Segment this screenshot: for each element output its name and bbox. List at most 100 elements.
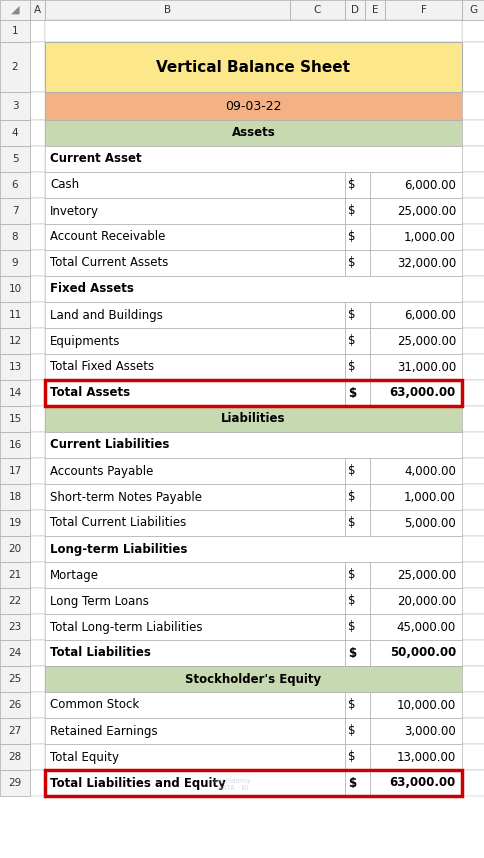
- Bar: [45, 120, 461, 146]
- Text: 1: 1: [12, 26, 18, 36]
- Bar: [369, 458, 461, 484]
- Bar: [369, 614, 461, 640]
- Text: 25,000.00: 25,000.00: [396, 569, 455, 582]
- Bar: [344, 224, 369, 250]
- Bar: [344, 744, 369, 770]
- Text: $: $: [348, 517, 355, 529]
- Bar: [45, 718, 344, 744]
- Text: 10: 10: [8, 284, 21, 294]
- Bar: [461, 536, 484, 562]
- Bar: [369, 510, 461, 536]
- Bar: [344, 588, 369, 614]
- Bar: [45, 172, 344, 198]
- Bar: [369, 250, 461, 276]
- Bar: [0, 92, 30, 120]
- Bar: [369, 354, 461, 380]
- Bar: [0, 406, 30, 432]
- Text: 22: 22: [8, 596, 22, 606]
- Bar: [0, 302, 30, 328]
- Text: Common Stock: Common Stock: [50, 698, 139, 711]
- Text: Total Liabilities: Total Liabilities: [50, 646, 151, 660]
- Bar: [344, 172, 369, 198]
- Bar: [344, 562, 369, 588]
- Bar: [369, 328, 461, 354]
- Bar: [45, 562, 344, 588]
- Bar: [369, 692, 461, 718]
- Bar: [461, 250, 484, 276]
- Bar: [461, 198, 484, 224]
- Bar: [0, 42, 30, 92]
- Bar: [45, 406, 461, 432]
- Text: Vertical Balance Sheet: Vertical Balance Sheet: [156, 59, 350, 75]
- Text: Retained Earnings: Retained Earnings: [50, 724, 157, 738]
- Bar: [30, 198, 45, 224]
- Text: $: $: [348, 178, 355, 191]
- Text: $: $: [348, 698, 355, 711]
- Bar: [369, 354, 461, 380]
- Text: 27: 27: [8, 726, 22, 736]
- Bar: [461, 718, 484, 744]
- Text: Current Liabilities: Current Liabilities: [50, 438, 169, 451]
- Bar: [30, 354, 45, 380]
- Text: 3,000.00: 3,000.00: [404, 724, 455, 738]
- Bar: [45, 432, 461, 458]
- Bar: [369, 562, 461, 588]
- Bar: [461, 692, 484, 718]
- Bar: [30, 328, 45, 354]
- Bar: [45, 276, 461, 302]
- Text: 1,000.00: 1,000.00: [403, 491, 455, 504]
- Text: Fixed Assets: Fixed Assets: [50, 282, 134, 295]
- Bar: [0, 276, 30, 302]
- Bar: [0, 198, 30, 224]
- Bar: [45, 536, 461, 562]
- Text: 4: 4: [12, 128, 18, 138]
- Bar: [45, 198, 344, 224]
- Text: $: $: [348, 335, 355, 347]
- Bar: [45, 536, 461, 562]
- Text: $: $: [348, 231, 355, 244]
- Bar: [461, 744, 484, 770]
- Text: B: B: [164, 5, 171, 15]
- Bar: [45, 250, 344, 276]
- Bar: [45, 640, 344, 666]
- Bar: [461, 42, 484, 92]
- Bar: [369, 510, 461, 536]
- Text: 20: 20: [8, 544, 21, 554]
- Text: 45,000.00: 45,000.00: [396, 620, 455, 633]
- Bar: [369, 380, 461, 406]
- Bar: [344, 328, 369, 354]
- Text: Equipments: Equipments: [50, 335, 120, 347]
- Bar: [30, 146, 45, 172]
- Text: 10,000.00: 10,000.00: [396, 698, 455, 711]
- Bar: [369, 198, 461, 224]
- Bar: [344, 354, 369, 380]
- Text: Total Assets: Total Assets: [50, 386, 130, 400]
- Bar: [45, 328, 344, 354]
- Bar: [30, 0, 45, 20]
- Bar: [45, 92, 461, 120]
- Bar: [0, 718, 30, 744]
- Bar: [45, 146, 461, 172]
- Bar: [369, 744, 461, 770]
- Text: 15: 15: [8, 414, 22, 424]
- Bar: [30, 666, 45, 692]
- Text: 31,000.00: 31,000.00: [396, 360, 455, 373]
- Text: 20,000.00: 20,000.00: [396, 595, 455, 607]
- Bar: [30, 250, 45, 276]
- Bar: [45, 640, 344, 666]
- Bar: [344, 484, 369, 510]
- Text: Total Long-term Liabilities: Total Long-term Liabilities: [50, 620, 202, 633]
- Bar: [30, 92, 45, 120]
- Bar: [344, 770, 369, 796]
- Bar: [0, 770, 30, 796]
- Bar: [30, 510, 45, 536]
- Text: Liabilities: Liabilities: [221, 413, 285, 426]
- Bar: [369, 484, 461, 510]
- Bar: [45, 354, 344, 380]
- Bar: [45, 432, 461, 458]
- Bar: [45, 588, 344, 614]
- Bar: [344, 718, 369, 744]
- Text: 21: 21: [8, 570, 22, 580]
- Bar: [45, 198, 344, 224]
- Bar: [344, 458, 369, 484]
